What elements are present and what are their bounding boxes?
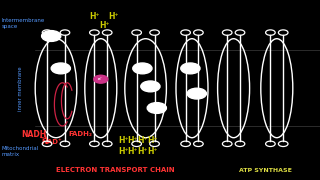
Text: ATP SYNTHASE: ATP SYNTHASE	[239, 168, 292, 173]
Text: e⁻: e⁻	[98, 77, 103, 81]
Text: inner membrane: inner membrane	[18, 66, 23, 111]
Circle shape	[187, 88, 206, 99]
Circle shape	[51, 63, 70, 74]
Text: H⁺: H⁺	[137, 136, 148, 145]
Text: Intermembrane
space: Intermembrane space	[2, 18, 45, 29]
Text: H⁺: H⁺	[128, 136, 138, 145]
Text: H⁺: H⁺	[147, 147, 157, 156]
Text: H⁺: H⁺	[128, 147, 138, 156]
Text: H⁺: H⁺	[108, 12, 119, 21]
Text: NAD⁺: NAD⁺	[42, 139, 62, 145]
Text: H⁺: H⁺	[99, 21, 109, 30]
Circle shape	[42, 31, 61, 41]
Text: Mitochondrial
matrix: Mitochondrial matrix	[2, 146, 39, 157]
Circle shape	[133, 63, 152, 74]
Text: NADH: NADH	[21, 130, 46, 139]
Circle shape	[94, 75, 108, 83]
Circle shape	[181, 63, 200, 74]
Circle shape	[147, 103, 166, 113]
Text: FADH₂: FADH₂	[69, 131, 93, 137]
Text: H⁺: H⁺	[137, 147, 148, 156]
Text: H⁺: H⁺	[89, 12, 100, 21]
Text: H⁺: H⁺	[147, 136, 157, 145]
Text: H⁺: H⁺	[118, 136, 128, 145]
Circle shape	[141, 81, 160, 92]
Text: ELECTRON TRANSPORT CHAIN: ELECTRON TRANSPORT CHAIN	[56, 167, 174, 173]
Text: H⁺: H⁺	[118, 147, 128, 156]
